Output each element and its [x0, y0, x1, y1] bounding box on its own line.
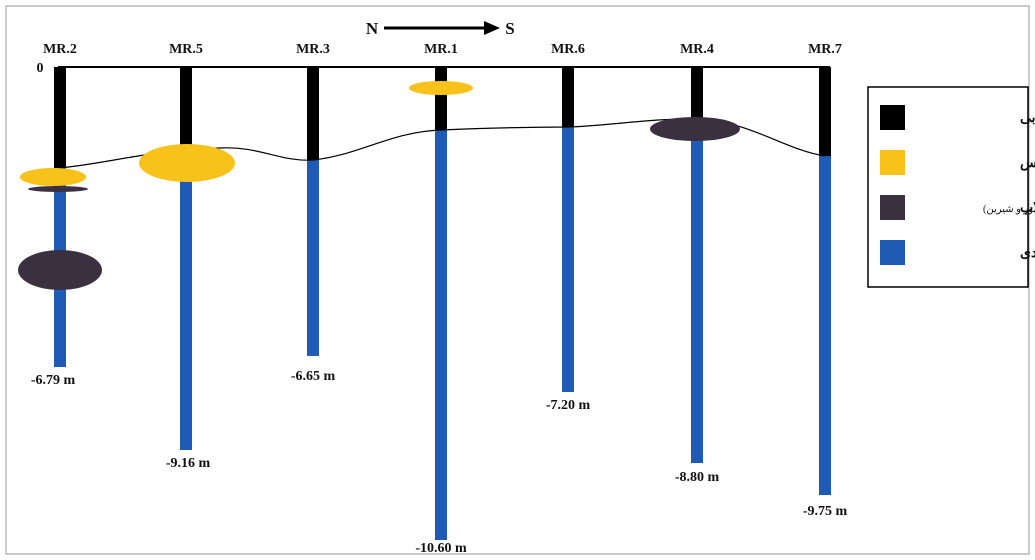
- arrow-head: [484, 21, 500, 35]
- borehole-black: [819, 67, 831, 156]
- lens: [650, 117, 740, 141]
- south-label: S: [505, 19, 514, 38]
- legend-note: (آب شور و شیرین): [983, 202, 1035, 215]
- legend-swatch: [880, 150, 905, 175]
- borehole-black: [435, 67, 447, 130]
- legend-swatch: [880, 195, 905, 220]
- borehole-black: [180, 67, 192, 150]
- borehole-blue: [307, 160, 319, 356]
- depth-label: -9.75 m: [803, 504, 848, 519]
- lens: [409, 81, 473, 95]
- lens: [20, 168, 86, 186]
- borehole-label: MR.4: [680, 42, 714, 57]
- lens: [18, 250, 102, 290]
- lens: [28, 186, 88, 192]
- borehole-black: [307, 67, 319, 160]
- borehole-blue: [435, 130, 447, 540]
- depth-label: -8.80 m: [675, 470, 720, 485]
- borehole-blue: [180, 150, 192, 450]
- borehole-black: [562, 67, 574, 127]
- borehole-black: [54, 67, 66, 168]
- legend-label: پهنه جزر و مدی: [1020, 246, 1035, 261]
- depth-label: -6.65 m: [291, 369, 336, 384]
- legend-swatch: [880, 240, 905, 265]
- borehole-label: MR.5: [169, 42, 203, 57]
- depth-label: -6.79 m: [31, 373, 76, 388]
- borehole-label: MR.2: [43, 42, 77, 57]
- content: MR.2 -6.79 m MR.5 -9.16 m MR.3 -6.65 m MR.1 -10…: [18, 42, 1035, 556]
- borehole-label: MR.1: [424, 42, 458, 57]
- legend-swatch: [880, 105, 905, 130]
- depth-label: -10.60 m: [415, 541, 467, 556]
- diagram: N S 0 MR.2-6.79 mMR.5-9.16 mMR.3-6.65 mM…: [0, 0, 1035, 560]
- borehole-label: MR.7: [808, 42, 842, 57]
- depth-label: -7.20 m: [546, 398, 591, 413]
- borehole-blue: [691, 135, 703, 463]
- zero-label: 0: [37, 61, 44, 76]
- borehole-blue: [819, 156, 831, 495]
- north-label: N: [366, 19, 379, 38]
- legend-label: کروس: [1020, 155, 1035, 171]
- depth-label: -9.16 m: [166, 456, 211, 471]
- borehole-label: MR.3: [296, 42, 330, 57]
- lens: [139, 144, 235, 182]
- borehole-label: MR.6: [551, 42, 585, 57]
- legend-label: دشت سیلابی: [1020, 111, 1035, 126]
- borehole-blue: [562, 127, 574, 392]
